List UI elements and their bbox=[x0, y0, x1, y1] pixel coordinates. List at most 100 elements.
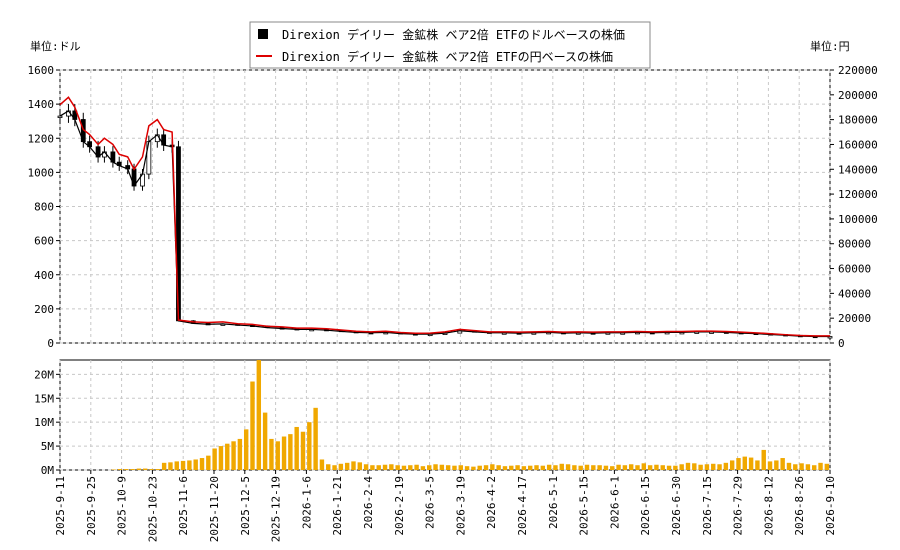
volume-bar bbox=[527, 465, 533, 470]
volume-bar bbox=[250, 381, 255, 470]
volume-bar bbox=[414, 464, 419, 470]
volume-bar bbox=[673, 465, 678, 470]
x-tick-label: 2026-6-30 bbox=[670, 476, 683, 536]
volume-bars bbox=[111, 360, 830, 470]
volume-bar bbox=[149, 469, 154, 470]
volume-bar bbox=[395, 465, 400, 470]
volume-bar bbox=[401, 465, 407, 470]
x-tick-label: 2026-5-15 bbox=[578, 476, 591, 536]
left-y-tick-label: 1200 bbox=[28, 132, 55, 145]
x-tick-label: 2026-7-29 bbox=[732, 476, 745, 536]
volume-bar bbox=[344, 462, 350, 470]
volume-bar bbox=[679, 464, 684, 470]
volume-bar bbox=[142, 468, 148, 470]
jpy-price-series bbox=[59, 96, 830, 337]
volume-bar bbox=[206, 455, 211, 470]
volume-bar bbox=[761, 449, 766, 470]
legend-usd-label: Direxion デイリー 金鉱株 ベア2倍 ETFのドルベースの株価 bbox=[282, 27, 625, 42]
left-unit-label: 単位:ドル bbox=[30, 39, 81, 53]
volume-bar bbox=[584, 464, 590, 470]
volume-bar bbox=[281, 436, 287, 470]
volume-bar bbox=[351, 461, 356, 470]
volume-bar bbox=[603, 465, 609, 470]
volume-bar bbox=[812, 465, 817, 470]
volume-bar bbox=[660, 465, 665, 470]
volume-bar bbox=[376, 465, 381, 470]
volume-bar bbox=[774, 460, 779, 470]
volume-bar bbox=[622, 465, 628, 470]
volume-bar bbox=[591, 465, 596, 470]
legend-box bbox=[249, 21, 651, 69]
volume-bar bbox=[161, 462, 167, 470]
volume-bar bbox=[338, 463, 344, 470]
volume-bar bbox=[805, 464, 811, 470]
volume-bar bbox=[382, 464, 388, 470]
x-tick-label: 2026-4-17 bbox=[516, 476, 529, 536]
volume-bar bbox=[698, 464, 703, 470]
volume-bar bbox=[130, 469, 135, 470]
x-tick-label: 2025-12-19 bbox=[270, 476, 283, 542]
volume-bar bbox=[288, 434, 293, 470]
volume-bar bbox=[793, 464, 798, 470]
volume-bar bbox=[559, 463, 564, 470]
volume-bar bbox=[136, 468, 142, 470]
volume-bar bbox=[534, 465, 539, 470]
volume-bar bbox=[711, 463, 716, 470]
right-y-tick-label: 200000 bbox=[838, 89, 878, 102]
volume-bar bbox=[755, 460, 760, 470]
volume-bar bbox=[496, 465, 501, 470]
left-y-tick-label: 1400 bbox=[28, 98, 55, 111]
right-y-tick-label: 60000 bbox=[838, 263, 871, 276]
price-gridlines bbox=[59, 69, 831, 344]
x-tick-label: 2025-12-5 bbox=[239, 476, 252, 536]
x-tick-label: 2025-11-20 bbox=[208, 476, 221, 542]
volume-bar bbox=[471, 466, 476, 470]
volume-bar bbox=[124, 469, 129, 470]
volume-bar bbox=[553, 465, 558, 470]
volume-bar bbox=[370, 465, 375, 470]
left-y-tick-label: 600 bbox=[34, 235, 54, 248]
legend-usd-marker bbox=[258, 29, 268, 39]
volume-bar bbox=[502, 466, 508, 470]
volume-bar bbox=[307, 422, 312, 470]
x-tick-label: 2026-2-4 bbox=[362, 476, 375, 529]
volume-gridlines bbox=[59, 360, 831, 471]
volume-bar bbox=[786, 462, 792, 470]
x-tick-label: 2025-11-6 bbox=[177, 476, 190, 536]
volume-bar bbox=[231, 441, 236, 470]
volume-bar bbox=[408, 465, 413, 470]
volume-bar bbox=[546, 464, 552, 470]
volume-bar bbox=[490, 464, 495, 470]
volume-bar bbox=[824, 463, 830, 470]
volume-bar bbox=[256, 360, 262, 470]
legend-jpy-label: Direxion デイリー 金鉱株 ベア2倍 ETFの円ベースの株価 bbox=[282, 49, 613, 64]
volume-bar bbox=[477, 465, 482, 470]
volume-bar bbox=[509, 465, 514, 470]
x-tick-label: 2026-1-6 bbox=[300, 476, 313, 529]
volume-bar bbox=[635, 465, 640, 470]
x-axis-ticks: 2025-9-11 2025-9-25 2025-10-9 2025-10-23 202… bbox=[54, 470, 837, 542]
volume-bar bbox=[193, 459, 198, 470]
x-tick-label: 2026-6-15 bbox=[639, 476, 652, 536]
volume-plot-area bbox=[59, 359, 831, 471]
volume-bar bbox=[427, 465, 432, 470]
volume-bar bbox=[452, 465, 457, 470]
price-yticks-right: 0 20000 40000 60000 80000 100000 120000 140000 1… bbox=[830, 64, 878, 350]
volume-bar bbox=[616, 464, 621, 470]
volume-y-tick-label: 20M bbox=[34, 368, 54, 381]
volume-bar bbox=[666, 465, 672, 470]
volume-bar bbox=[187, 460, 192, 470]
volume-bar bbox=[199, 458, 205, 470]
right-y-tick-label: 140000 bbox=[838, 163, 878, 176]
right-y-tick-label: 100000 bbox=[838, 213, 878, 226]
volume-yticks: 0M 5M 10M 15M 20M bbox=[34, 368, 60, 477]
volume-bar bbox=[155, 469, 161, 470]
volume-bar bbox=[654, 464, 659, 470]
legend: Direxion デイリー 金鉱株 ベア2倍 ETFのドルベースの株価 Dire… bbox=[249, 21, 651, 69]
volume-bar bbox=[647, 465, 653, 470]
left-y-tick-label: 0 bbox=[47, 337, 54, 350]
volume-bar bbox=[729, 460, 735, 470]
right-y-tick-label: 220000 bbox=[838, 64, 878, 77]
volume-bar bbox=[212, 448, 217, 470]
